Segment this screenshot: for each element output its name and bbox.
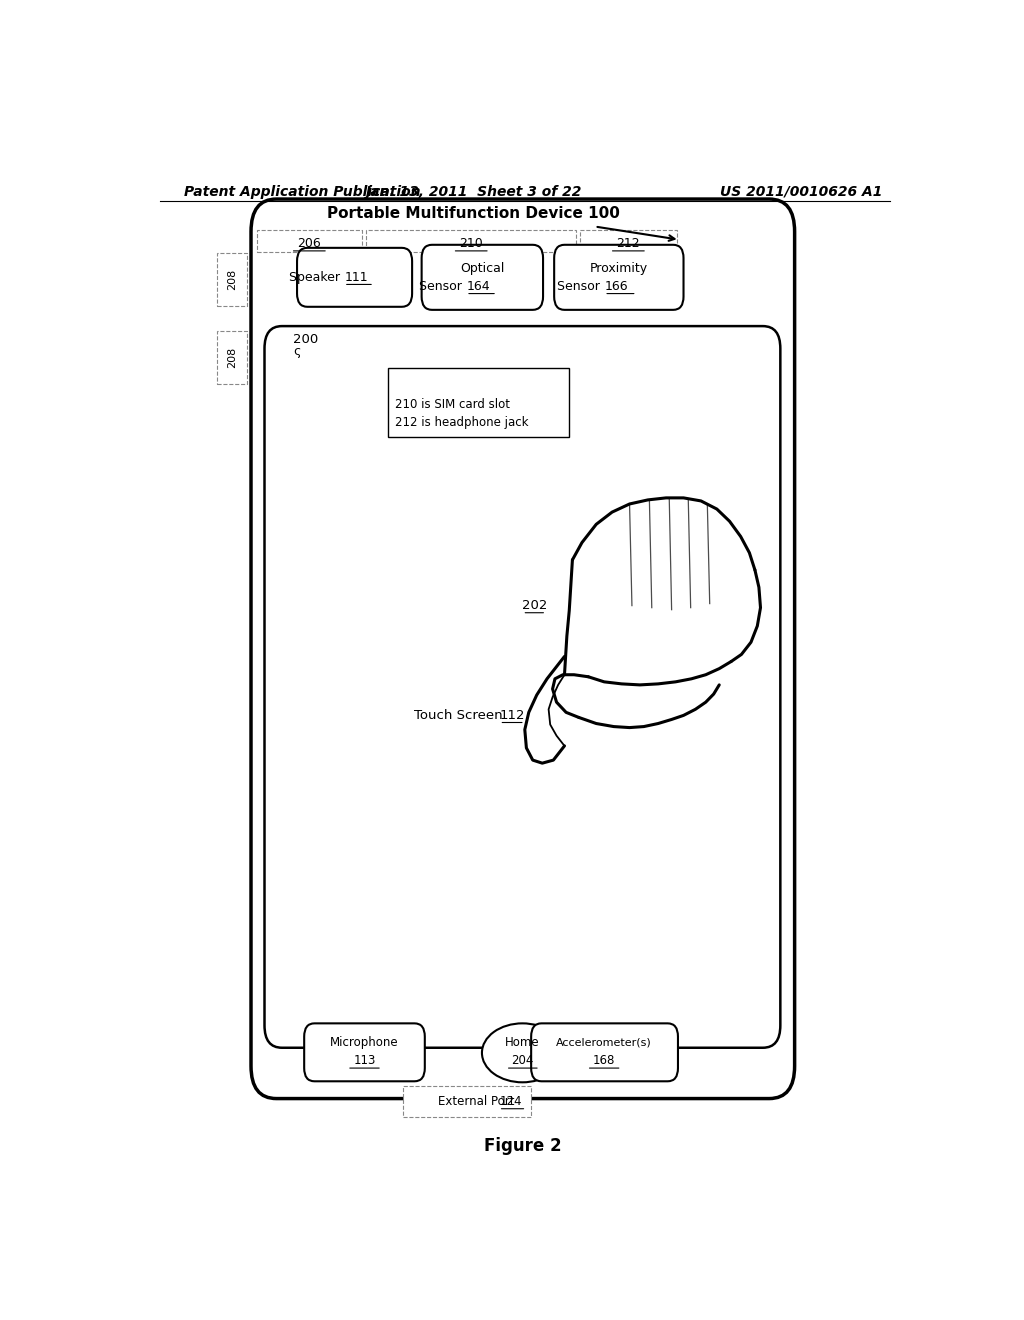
Text: 208: 208 — [227, 269, 237, 290]
Text: 166: 166 — [605, 280, 629, 293]
Text: Proximity: Proximity — [590, 261, 648, 275]
FancyBboxPatch shape — [531, 1023, 678, 1081]
Text: 164: 164 — [467, 280, 490, 293]
Text: External Port: External Port — [437, 1096, 518, 1107]
Bar — [257, 230, 362, 252]
FancyBboxPatch shape — [297, 248, 412, 306]
Text: 204: 204 — [511, 1055, 534, 1068]
FancyBboxPatch shape — [251, 199, 795, 1098]
Text: 206: 206 — [297, 238, 321, 251]
FancyBboxPatch shape — [264, 326, 780, 1048]
FancyBboxPatch shape — [422, 244, 543, 310]
FancyBboxPatch shape — [554, 244, 684, 310]
Text: 113: 113 — [353, 1055, 376, 1068]
Text: 168: 168 — [593, 1055, 615, 1068]
Text: ς: ς — [293, 345, 301, 358]
Bar — [217, 331, 247, 384]
Text: 202: 202 — [522, 599, 548, 612]
Bar — [402, 1086, 531, 1117]
Text: Sensor: Sensor — [557, 280, 604, 293]
Bar — [581, 230, 677, 252]
Text: US 2011/0010626 A1: US 2011/0010626 A1 — [720, 185, 882, 199]
Text: 111: 111 — [345, 271, 369, 284]
Text: Optical: Optical — [461, 261, 505, 275]
Text: Sensor: Sensor — [419, 280, 466, 293]
Text: 210: 210 — [459, 238, 482, 251]
Bar — [217, 253, 247, 306]
Text: Speaker: Speaker — [289, 271, 344, 284]
Text: Microphone: Microphone — [330, 1036, 398, 1049]
FancyBboxPatch shape — [304, 1023, 425, 1081]
Bar — [388, 368, 569, 437]
Text: 210 is SIM card slot: 210 is SIM card slot — [395, 397, 510, 411]
Bar — [367, 230, 577, 252]
Text: Portable Multifunction Device 100: Portable Multifunction Device 100 — [327, 206, 620, 222]
Ellipse shape — [482, 1023, 563, 1082]
Text: 112: 112 — [500, 709, 525, 722]
Text: Jan. 13, 2011  Sheet 3 of 22: Jan. 13, 2011 Sheet 3 of 22 — [365, 185, 582, 199]
Text: Home: Home — [505, 1036, 540, 1049]
Text: 212 is headphone jack: 212 is headphone jack — [395, 416, 529, 429]
Text: Patent Application Publication: Patent Application Publication — [183, 185, 420, 199]
Text: 208: 208 — [227, 347, 237, 368]
Text: 124: 124 — [500, 1096, 522, 1107]
Text: Touch Screen: Touch Screen — [414, 709, 507, 722]
Text: Accelerometer(s): Accelerometer(s) — [556, 1038, 652, 1048]
Text: 200: 200 — [293, 333, 318, 346]
Text: Figure 2: Figure 2 — [483, 1138, 561, 1155]
Text: 212: 212 — [616, 238, 640, 251]
